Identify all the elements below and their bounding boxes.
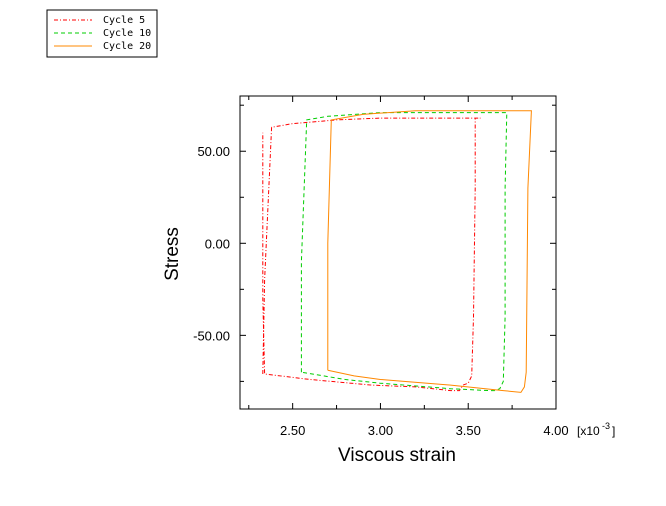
legend-label: Cycle 10 xyxy=(103,28,151,39)
y-tick-label: -50.00 xyxy=(193,328,230,343)
x-multiplier-exponent: -3 xyxy=(602,421,610,431)
plot-frame xyxy=(239,95,557,410)
y-axis-label: Stress xyxy=(162,227,183,281)
x-tick-label: 3.00 xyxy=(368,423,393,438)
legend-label: Cycle 5 xyxy=(103,15,145,26)
x-tick-label: 3.50 xyxy=(456,423,481,438)
legend-box xyxy=(46,9,158,58)
x-multiplier-close: ] xyxy=(612,424,615,438)
x-multiplier: [x10 -3 ] xyxy=(577,421,615,438)
series-line-cycle-5 xyxy=(262,117,481,392)
y-tick-label: 50.00 xyxy=(197,144,230,159)
legend-label: Cycle 20 xyxy=(103,41,151,52)
legend: Cycle 5 Cycle 10 Cycle 20 xyxy=(46,9,158,58)
series-line-cycle-10 xyxy=(300,112,508,392)
x-tick-label: 4.00 xyxy=(543,423,568,438)
series-line-cycle-20 xyxy=(327,110,532,393)
y-tick-label: 0.00 xyxy=(205,236,230,251)
plot-area: 2.50 3.00 3.50 4.00 -50.00 0.00 50.00 xyxy=(193,95,569,438)
x-multiplier-label: [x10 xyxy=(577,424,600,438)
x-axis-label: Viscous strain xyxy=(338,445,456,466)
x-tick-label: 2.50 xyxy=(280,423,305,438)
